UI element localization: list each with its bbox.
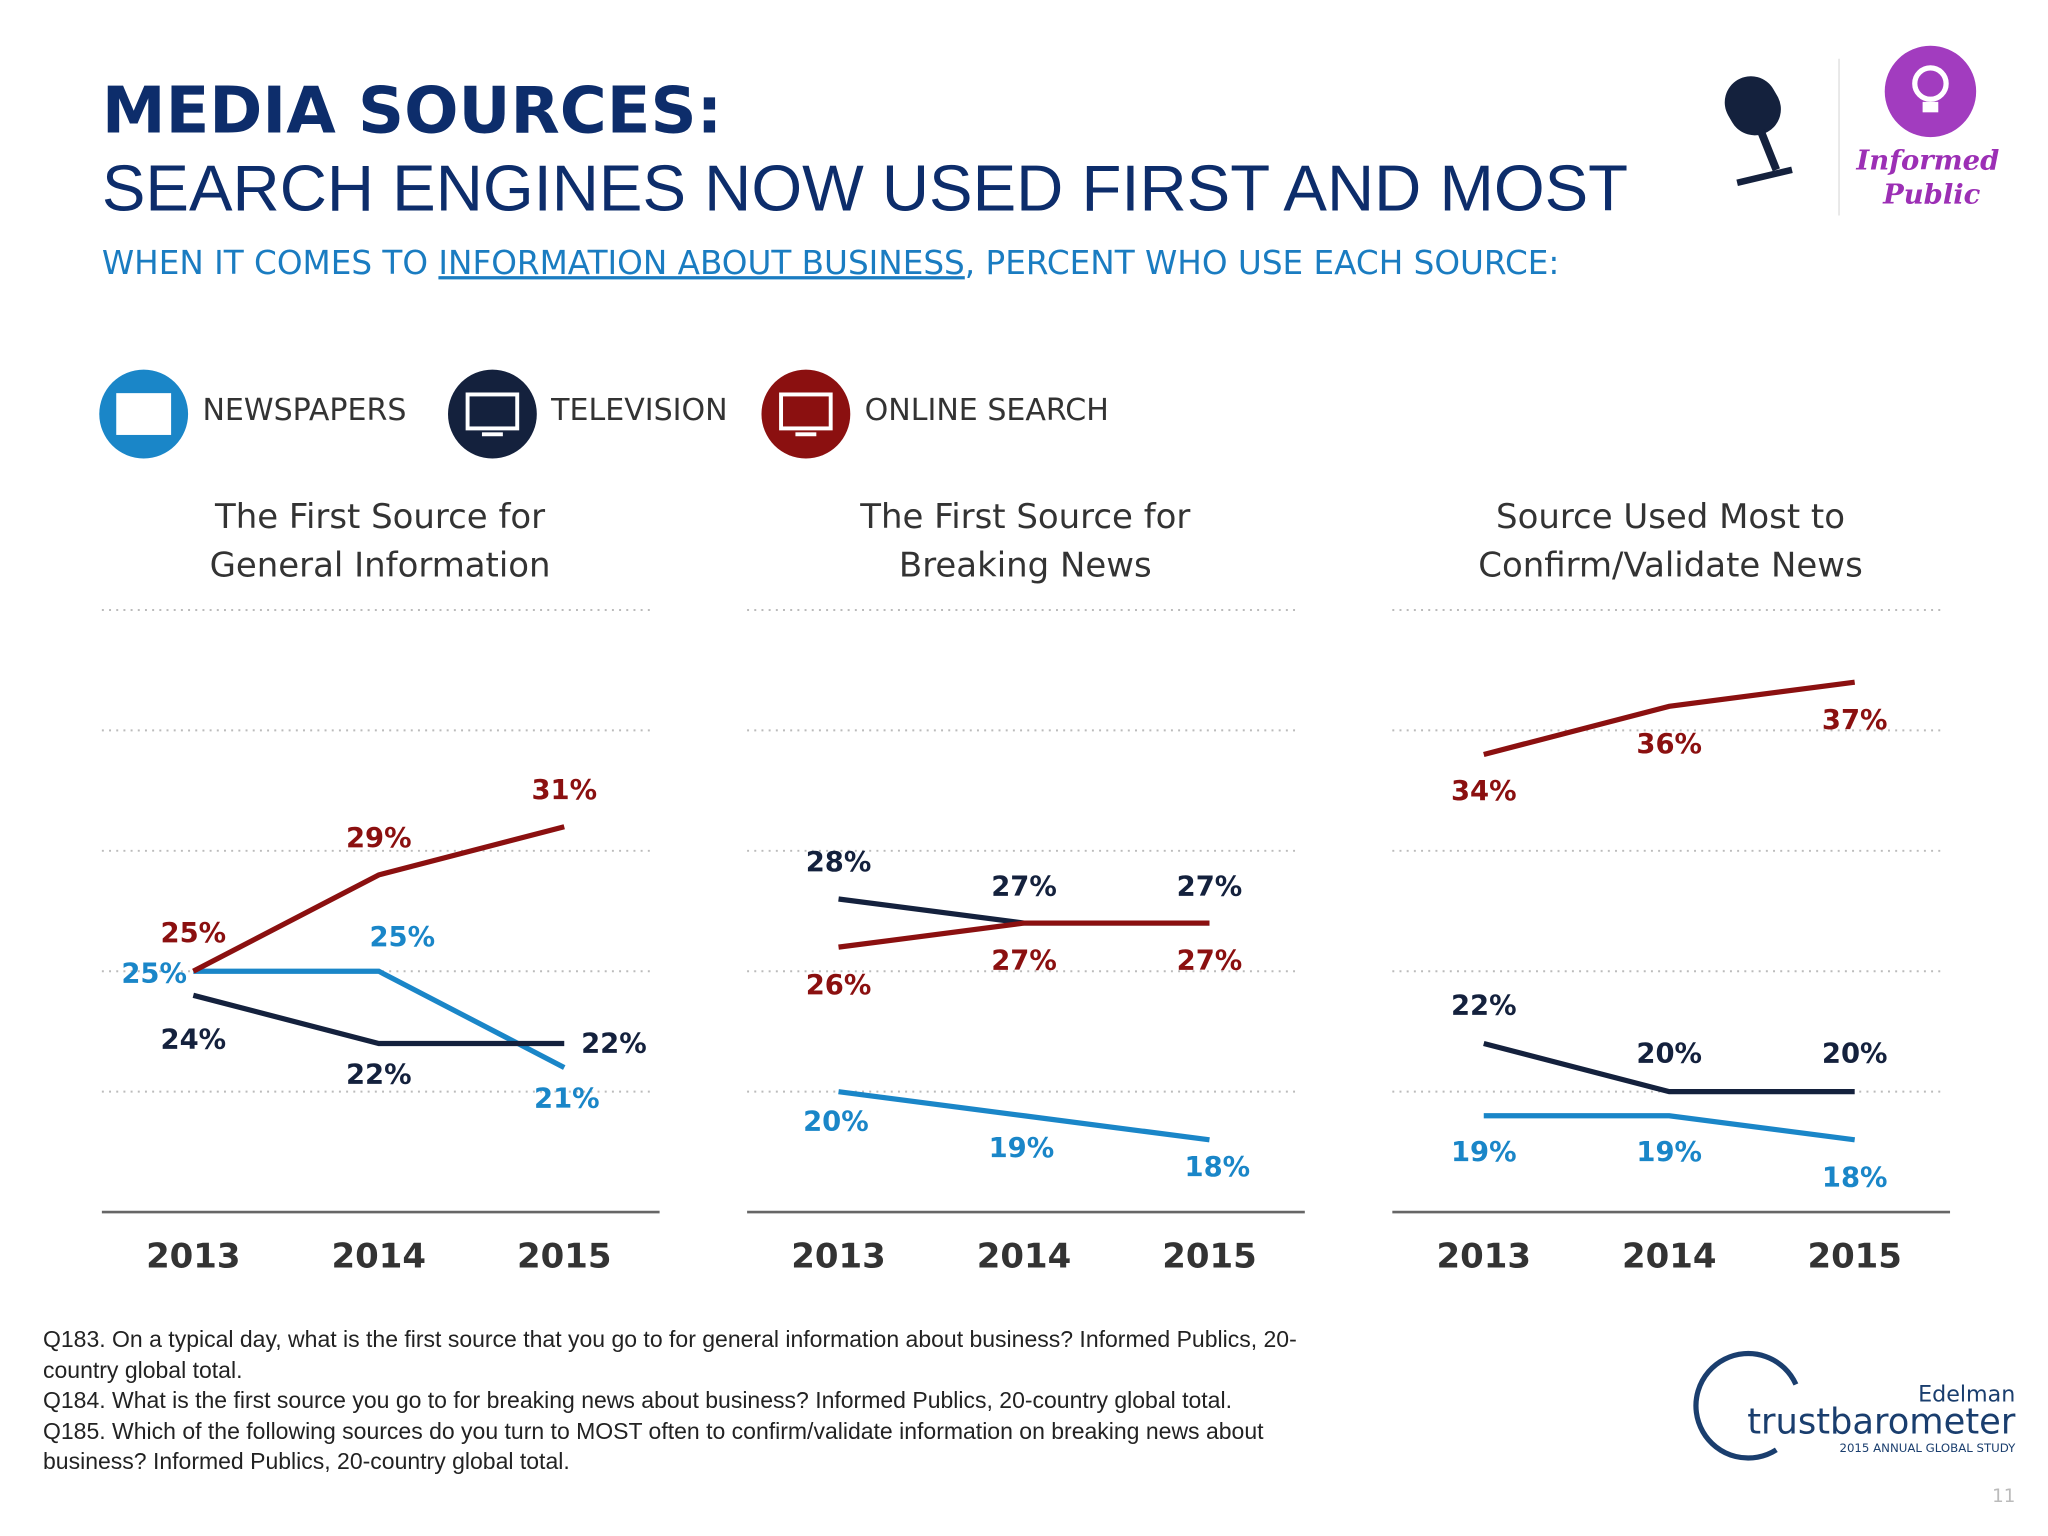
data-label: 25% [121, 959, 187, 990]
series-line [838, 1089, 1210, 1143]
data-label: 24% [161, 1025, 227, 1056]
series-line [1483, 679, 1856, 757]
data-label: 29% [346, 823, 412, 854]
legend-label: ONLINE SEARCH [865, 393, 1109, 428]
series-line [1483, 1113, 1856, 1143]
logo-study: 2015 ANNUAL GLOBAL STUDY [1839, 1441, 2016, 1455]
bulb [1912, 65, 1949, 102]
data-label: 25% [369, 922, 435, 953]
data-label: 27% [1177, 946, 1243, 977]
footnote: Q183. On a typical day, what is the firs… [43, 1326, 1297, 1383]
legend-icon [761, 369, 851, 459]
data-label: 20% [1822, 1039, 1888, 1070]
series-line [838, 896, 1210, 926]
subtitle-emphasis: INFORMATION ABOUT BUSINESS [438, 244, 964, 282]
headline: SEARCH ENGINES NOW USED FIRST AND MOST [102, 152, 1628, 225]
x-tick-label: 2015 [1807, 1236, 1901, 1276]
data-label: 20% [803, 1107, 869, 1138]
footnote: Q185. Which of the following sources do … [43, 1417, 1264, 1475]
footnotes: Q183. On a typical day, what is the firs… [43, 1324, 1353, 1477]
microphone-icon [1724, 76, 1793, 187]
icon-stand [795, 432, 817, 437]
chart-title: Confirm/Validate News [1478, 545, 1862, 585]
data-label: 26% [806, 970, 872, 1001]
legend-icon [448, 369, 537, 459]
x-tick-label: 2014 [1622, 1236, 1716, 1276]
chart-title: Source Used Most to [1496, 497, 1845, 537]
page-number: 11 [1992, 1486, 2015, 1507]
legend-label: NEWSPAPERS [202, 393, 406, 428]
data-label: 27% [991, 946, 1057, 977]
x-tick-label: 2013 [1437, 1236, 1531, 1276]
data-label: 34% [1451, 776, 1517, 807]
data-label: 37% [1822, 705, 1888, 736]
logo-arc [1693, 1350, 1799, 1461]
data-label: 27% [1177, 871, 1243, 902]
subtitle-part: WHEN IT COMES TO [102, 244, 439, 282]
badge-text: Informed [1855, 144, 1999, 176]
subtitle: WHEN IT COMES TO INFORMATION ABOUT BUSIN… [102, 244, 1560, 282]
data-label: 18% [1185, 1152, 1251, 1183]
series-line [192, 824, 565, 974]
icon-paper [116, 393, 172, 435]
badge-text: Public [1882, 178, 1981, 210]
data-label: 25% [161, 918, 227, 949]
data-label: 22% [346, 1060, 412, 1091]
series-line [193, 968, 566, 1070]
data-label: 21% [534, 1084, 600, 1115]
x-tick-label: 2014 [977, 1236, 1071, 1276]
icon-screen [465, 392, 520, 431]
chart-title: The First Source for [214, 497, 545, 537]
data-label: 22% [1451, 990, 1517, 1021]
logo-name: trustbarometer [1747, 1402, 2016, 1443]
logo-brand: Edelman [1918, 1381, 2015, 1407]
data-label: 20% [1636, 1039, 1702, 1070]
chart-title: The First Source for [859, 497, 1190, 537]
data-label: 31% [531, 775, 597, 806]
icon-stand [481, 432, 503, 437]
x-tick-label: 2015 [517, 1236, 611, 1276]
icon-screen [779, 392, 833, 431]
data-label: 19% [1636, 1137, 1702, 1168]
chart-title: Breaking News [899, 545, 1152, 585]
x-tick-label: 2014 [332, 1236, 426, 1276]
data-label: 19% [989, 1133, 1055, 1164]
badge-icon [1884, 45, 1977, 138]
footnote: Q184. What is the first source you go to… [43, 1387, 1232, 1413]
data-label: 28% [806, 847, 872, 878]
x-tick-label: 2013 [791, 1236, 885, 1276]
data-label: 27% [991, 871, 1057, 902]
chart-title: General Information [210, 545, 551, 585]
data-label: 36% [1636, 729, 1702, 760]
x-tick-label: 2013 [146, 1236, 240, 1276]
bulb-base [1922, 101, 1939, 113]
title: MEDIA SOURCES: [102, 75, 722, 149]
data-label: 22% [581, 1028, 647, 1059]
series-line [1483, 1040, 1855, 1095]
series-line [838, 920, 1210, 950]
x-tick-label: 2015 [1162, 1236, 1256, 1276]
legend-label: TELEVISION [550, 393, 727, 428]
data-label: 18% [1822, 1163, 1888, 1194]
data-label: 19% [1451, 1137, 1517, 1168]
series-line [192, 992, 565, 1047]
subtitle-part: , PERCENT WHO USE EACH SOURCE: [965, 244, 1560, 282]
